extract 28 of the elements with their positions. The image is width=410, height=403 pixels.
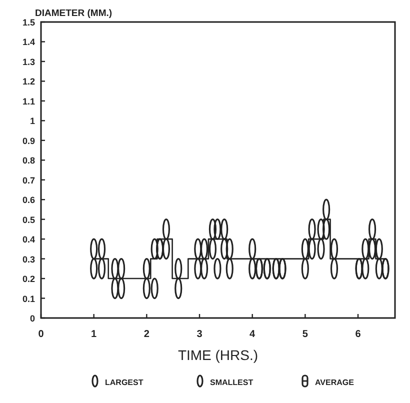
y-tick-label: 0 bbox=[30, 314, 35, 324]
y-tick-label: 1.3 bbox=[22, 56, 35, 67]
x-tick-label: 0 bbox=[38, 329, 44, 340]
x-axis-title: TIME (HRS.) bbox=[178, 347, 258, 363]
legend-label: SMALLEST bbox=[210, 378, 254, 387]
legend-label: AVERAGE bbox=[315, 378, 355, 387]
y-tick-label: 1.1 bbox=[22, 96, 35, 106]
y-tick-label: 0.6 bbox=[22, 195, 35, 206]
y-tick-label: 1 bbox=[30, 116, 35, 126]
x-tick-label: 3 bbox=[196, 329, 203, 340]
y-tick-label: 0.2 bbox=[22, 274, 35, 284]
x-tick-label: 4 bbox=[250, 329, 256, 340]
y-tick-label: 0.1 bbox=[22, 294, 35, 304]
y-tick-label: 1.5 bbox=[22, 18, 35, 28]
y-tick-label: 0.3 bbox=[22, 254, 35, 264]
legend-label: LARGEST bbox=[105, 378, 144, 387]
y-tick-label: 1.4 bbox=[22, 37, 35, 48]
y-tick-label: 0.7 bbox=[22, 175, 35, 186]
y-tick-label: 0.8 bbox=[22, 156, 35, 166]
x-tick-label: 5 bbox=[302, 329, 308, 340]
x-tick-label: 2 bbox=[144, 329, 150, 340]
x-tick-label: 1 bbox=[91, 329, 98, 340]
y-tick-label: 0.9 bbox=[22, 136, 35, 146]
y-axis-title: DIAMETER (MM.) bbox=[35, 8, 112, 19]
y-tick-label: 1.2 bbox=[22, 76, 35, 87]
y-tick-label: 0.5 bbox=[22, 214, 35, 225]
y-tick-label: 0.4 bbox=[22, 234, 35, 245]
x-tick-label: 6 bbox=[355, 329, 362, 340]
